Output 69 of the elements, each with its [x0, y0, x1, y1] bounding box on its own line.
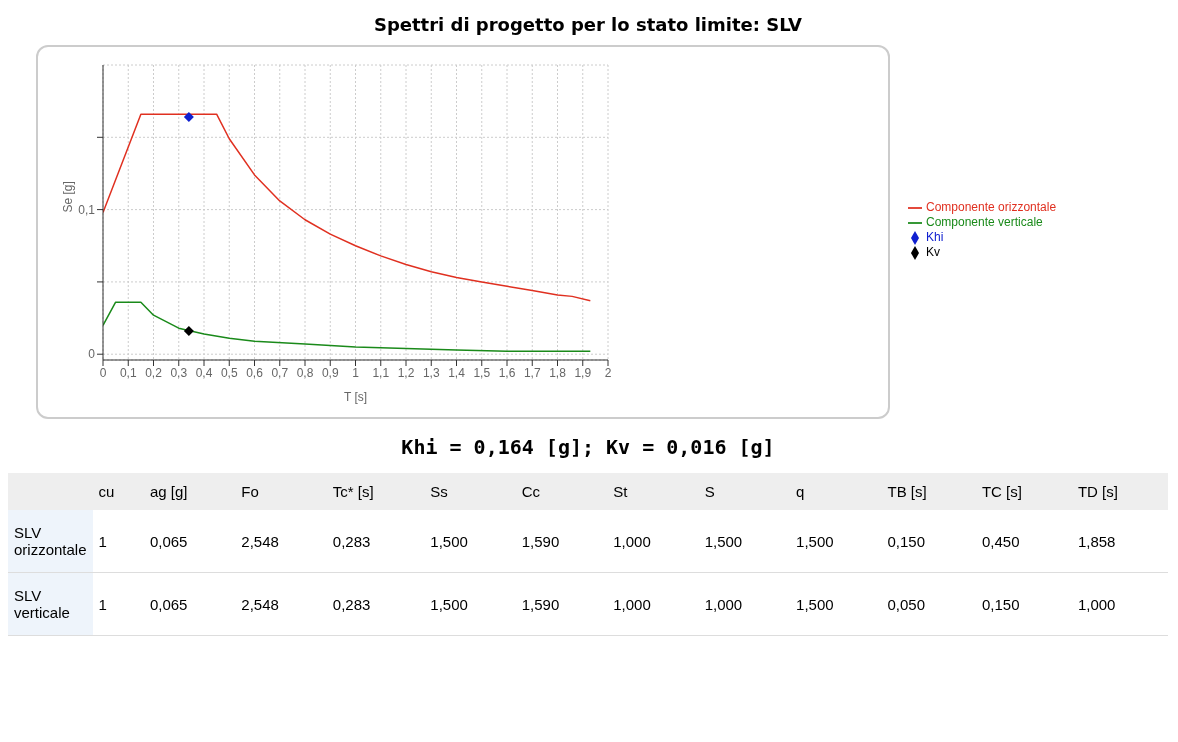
text: 0,065 — [148, 531, 189, 552]
x-tick-label: 0,7 — [271, 365, 289, 380]
text: 0,150 — [980, 594, 1021, 615]
legend-label: Componente verticale — [926, 215, 1043, 230]
text: cu — [97, 482, 116, 502]
text: 0,283 — [331, 531, 372, 552]
x-tick-label: 1,4 — [448, 365, 466, 380]
x-tick-label: 0,5 — [220, 365, 238, 380]
text: TC [s] — [980, 482, 1023, 502]
text: Fo — [240, 482, 260, 502]
x-tick-label: 1,8 — [549, 365, 567, 380]
x-tick-label: 2 — [604, 365, 612, 380]
text: 0,283 — [331, 594, 372, 615]
x-tick-label: 1,3 — [422, 365, 440, 380]
text: 1,000 — [612, 531, 652, 552]
text: TD [s] — [1076, 482, 1119, 502]
text: 0,065 — [148, 594, 189, 615]
text: 0,150 — [886, 531, 927, 552]
x-tick-label: 1,5 — [473, 365, 491, 380]
x-tick-label: 0,2 — [145, 365, 163, 380]
text: 1,500 — [703, 531, 744, 552]
text: 1,000 — [612, 594, 652, 615]
legend-label: Kv — [926, 244, 941, 259]
text: 1,858 — [1076, 531, 1117, 552]
text: SLV orizzontale — [8, 510, 93, 573]
legend-label: Componente orizzontale — [926, 200, 1057, 215]
text: 2,548 — [240, 531, 280, 552]
x-tick-label: 1,2 — [397, 365, 415, 380]
text: ag [g] — [148, 482, 189, 502]
x-tick-label: 0,1 — [119, 365, 137, 380]
x-tick-label: 0 — [99, 365, 107, 380]
text: 1,500 — [429, 594, 469, 615]
legend-label: Khi — [926, 230, 944, 244]
text: 1 — [97, 531, 108, 552]
x-tick-label: 1 — [352, 365, 360, 380]
text: 1,500 — [795, 594, 835, 615]
line-series — [103, 113, 592, 302]
x-tick-label: 0,8 — [296, 365, 314, 380]
text: 1,000 — [1076, 594, 1117, 615]
x-tick-label: 0,9 — [321, 365, 339, 380]
text: 0,450 — [980, 531, 1021, 552]
text: 1,000 — [703, 594, 744, 615]
y-axis-title: Se [g] — [61, 181, 76, 213]
text: q — [795, 482, 806, 502]
text: Ss — [429, 482, 449, 502]
x-tick-label: 1,9 — [574, 365, 592, 380]
text: TB [s] — [886, 482, 928, 502]
text: Tc* [s] — [331, 482, 375, 502]
text: 1 — [97, 594, 108, 615]
text: 2,548 — [240, 594, 280, 615]
x-tick-label: 0,6 — [246, 365, 264, 380]
x-tick-label: 1,6 — [498, 365, 516, 380]
line-series — [103, 301, 592, 353]
text: Khi = 0,164 [g]; Kv = 0,016 [g] — [400, 435, 776, 459]
text: 1,500 — [429, 531, 469, 552]
x-tick-label: 0,3 — [170, 365, 188, 380]
text: Cc — [520, 482, 542, 502]
x-axis-title: T [s] — [343, 390, 368, 404]
text: St — [612, 482, 629, 502]
x-tick-label: 1,7 — [523, 365, 541, 380]
chart-title: Spettri di progetto per lo stato limite: SLV — [372, 13, 804, 37]
text: 1,590 — [520, 594, 561, 615]
x-tick-label: 0,4 — [195, 365, 213, 380]
text: S — [703, 482, 716, 502]
text: 0,050 — [886, 594, 927, 615]
text: SLV verticale — [8, 572, 93, 636]
text: 1,500 — [795, 531, 835, 552]
text: 1,590 — [520, 531, 561, 552]
x-tick-label: 1,1 — [372, 365, 390, 380]
